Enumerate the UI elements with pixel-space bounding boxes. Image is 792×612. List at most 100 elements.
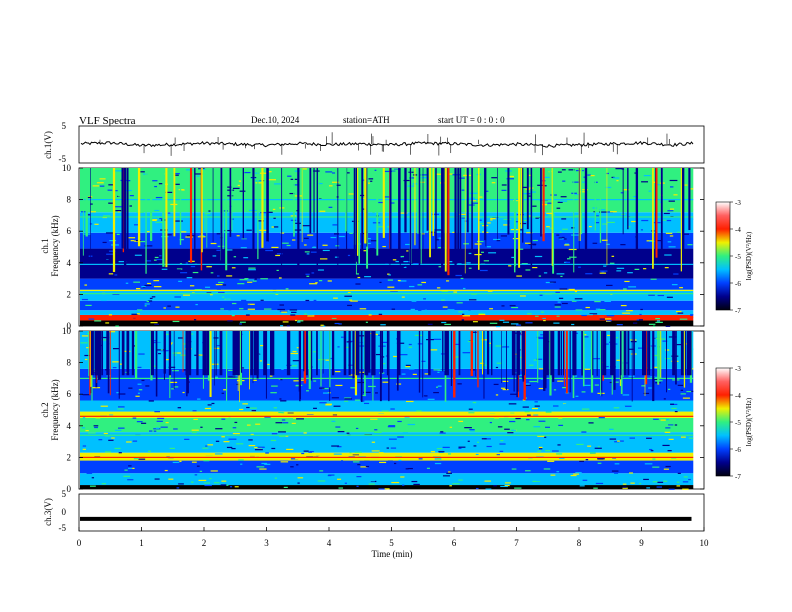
spectral-speckle [334, 322, 340, 325]
frequency-tick-label: 2 [67, 452, 72, 462]
spectral-speckle [572, 181, 580, 183]
spectral-speckle [478, 313, 486, 315]
spectral-speckle [540, 378, 545, 380]
spectral-speckle [484, 398, 492, 400]
spectral-speckle [403, 260, 409, 263]
spectral-speckle [344, 346, 350, 349]
spectral-speckle [128, 467, 133, 469]
sferic-streak [173, 168, 176, 237]
spectral-speckle [331, 445, 340, 447]
spectral-speckle [98, 439, 103, 441]
sferic-streak [194, 168, 196, 257]
spectral-speckle [161, 268, 168, 270]
spectral-speckle [154, 323, 160, 325]
spectral-speckle [86, 214, 91, 216]
spectral-speckle [273, 217, 276, 219]
spectral-speckle [359, 192, 363, 194]
spectral-speckle [441, 290, 448, 293]
spectral-speckle [615, 337, 619, 339]
spectral-speckle [594, 300, 601, 303]
sferic-streak [355, 168, 359, 256]
time-axis-label: Time (min) [372, 549, 413, 559]
spectral-speckle [668, 438, 674, 440]
spectral-speckle [557, 171, 562, 173]
spectral-speckle [561, 169, 566, 171]
spectral-speckle [280, 379, 283, 381]
spectral-speckle [223, 441, 230, 443]
spectral-speckle [532, 480, 541, 482]
spectral-speckle [503, 224, 510, 226]
spectral-speckle [269, 407, 274, 409]
sferic-streak [301, 168, 303, 243]
spectral-speckle [614, 441, 620, 443]
spectral-speckle [652, 466, 660, 468]
spectral-speckle [82, 448, 86, 450]
spectral-speckle [439, 451, 444, 454]
spectral-speckle [404, 478, 407, 480]
spectral-speckle [575, 309, 583, 311]
spectral-speckle [234, 486, 239, 488]
spectral-speckle [102, 241, 107, 244]
spectral-speckle [653, 354, 660, 357]
spectral-speckle [282, 321, 289, 323]
spectral-speckle [452, 364, 461, 366]
spectral-speckle [275, 293, 279, 295]
spectral-speckle [684, 185, 691, 188]
spectral-speckle [317, 311, 324, 313]
sferic-streak [537, 331, 539, 383]
spectral-speckle [489, 308, 494, 310]
spectral-speckle [313, 170, 320, 172]
spectral-speckle [684, 184, 688, 186]
spectral-speckle [331, 420, 336, 422]
spectral-speckle [594, 222, 600, 224]
spectral-speckle [294, 319, 298, 322]
spectral-speckle [589, 313, 598, 315]
sferic-streak [297, 168, 300, 270]
spectral-speckle [105, 435, 110, 437]
spectral-speckle [104, 449, 112, 451]
spectral-speckle [204, 286, 211, 288]
spectral-speckle [516, 214, 524, 216]
spectral-speckle [680, 393, 686, 395]
spectral-speckle [130, 240, 135, 242]
spectral-speckle [652, 378, 660, 380]
spectral-speckle [222, 340, 230, 342]
sferic-streak [660, 331, 662, 378]
spectral-speckle [155, 196, 164, 199]
spectral-speckle [622, 486, 627, 488]
spectral-speckle [118, 406, 125, 408]
ch3-voltage-label: ch.3(V) [43, 498, 53, 526]
spectral-speckle [404, 476, 410, 478]
spectral-speckle [532, 244, 537, 246]
spectral-speckle [545, 411, 552, 413]
spectral-speckle [606, 320, 612, 322]
sferic-streak [352, 331, 355, 379]
spectral-speckle [292, 417, 297, 419]
spectral-speckle [338, 323, 342, 325]
sferic-streak [675, 331, 677, 385]
spectral-speckle [140, 171, 145, 173]
spectral-speckle [607, 350, 611, 352]
spectral-speckle [112, 367, 117, 369]
spectral-speckle [231, 302, 237, 305]
spectral-speckle [231, 314, 235, 317]
spectral-speckle [513, 455, 517, 458]
spectral-speckle [606, 284, 613, 287]
spectral-speckle [549, 483, 558, 485]
spectral-speckle [352, 274, 360, 276]
spectral-speckle [154, 209, 160, 212]
spectral-speckle [280, 232, 285, 234]
spectral-speckle [196, 403, 204, 406]
spectral-speckle [667, 241, 672, 243]
spectral-speckle [108, 273, 114, 275]
spectral-speckle [470, 430, 475, 432]
spectral-speckle [232, 187, 240, 189]
spectral-speckle [412, 183, 419, 185]
spectral-speckle [178, 189, 184, 191]
spectral-speckle [148, 450, 151, 452]
spectral-speckle [299, 379, 307, 381]
spectral-speckle [280, 461, 289, 463]
frequency-band [80, 300, 694, 311]
sferic-streak [646, 331, 648, 376]
